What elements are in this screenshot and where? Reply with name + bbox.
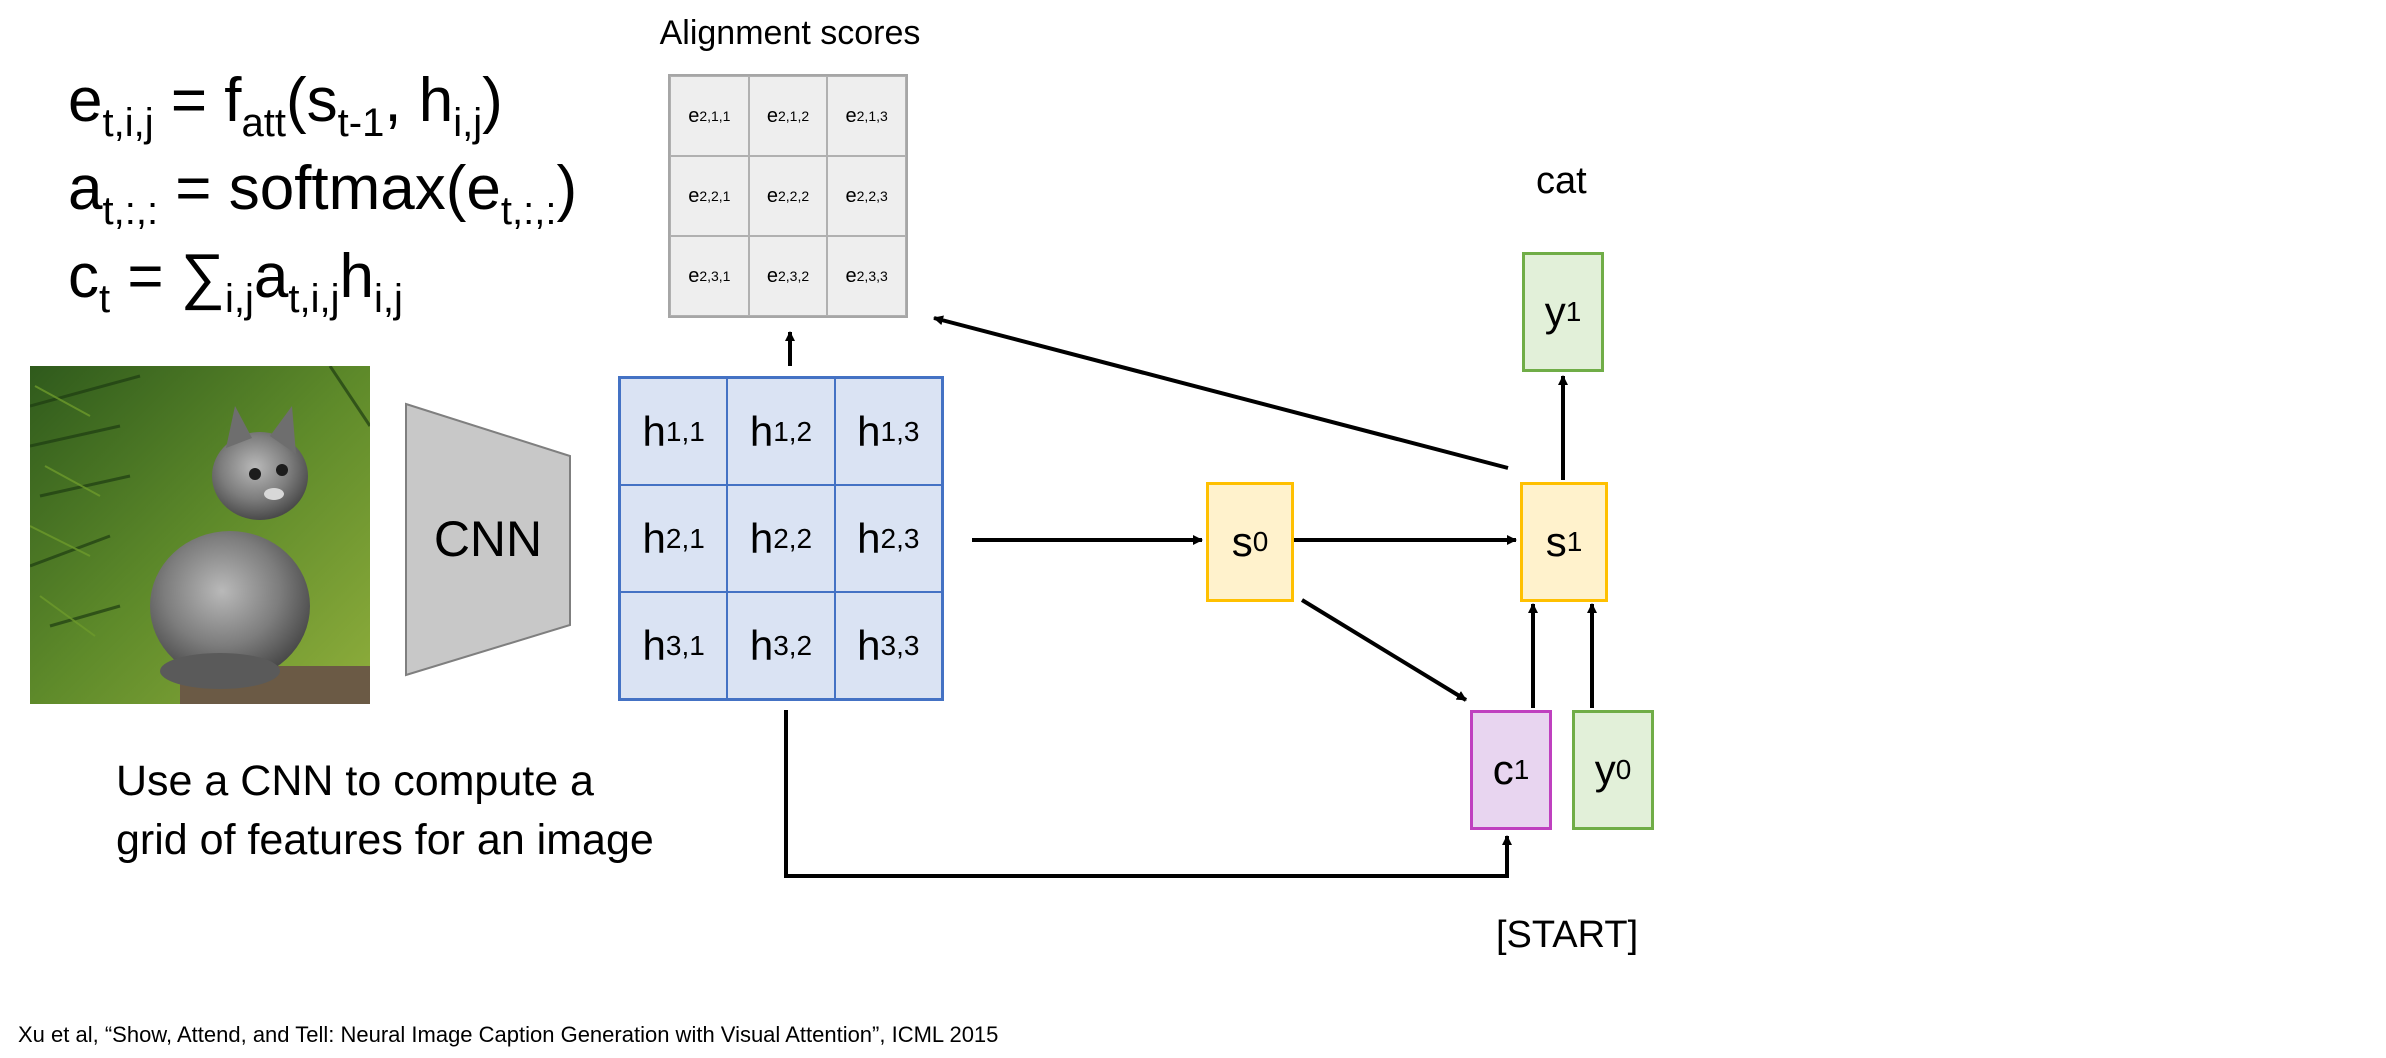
score-cell: e 2,1,3 [827, 76, 906, 156]
arrow-s1-to-scores [933, 315, 1509, 470]
cnn-label: CNN [433, 511, 543, 567]
score-cell: e 2,1,2 [748, 76, 828, 156]
score-cell: e 2,3,1 [670, 236, 749, 316]
feature-cell: h 2,2 [727, 485, 835, 592]
output-word-label: cat [1536, 160, 1587, 202]
score-cell: e 2,3,3 [827, 236, 906, 316]
arrow-features-to-c1 [784, 710, 1512, 878]
score-cell: e 2,2,2 [748, 156, 828, 236]
trapezoid-cnn-icon [405, 402, 571, 677]
feature-cell: h 2,1 [620, 485, 728, 592]
equation-softmax: at,:,: = softmax(et,:,:) [68, 154, 578, 234]
caption-line-2: grid of features for an image [116, 816, 654, 864]
score-cell: e 2,2,1 [670, 156, 749, 236]
alignment-scores-title: Alignment scores [659, 14, 921, 52]
arrow-s0-to-c1 [1300, 598, 1468, 702]
feature-cell: h 3,3 [834, 592, 942, 699]
equation-attention-score: et,i,j = fatt(st-1, hi,j) [68, 66, 503, 146]
feature-cell: h 1,2 [727, 378, 835, 485]
score-cell: e 2,1,1 [670, 76, 749, 156]
feature-cell: h 3,2 [727, 592, 835, 699]
feature-cell: h 1,3 [834, 378, 942, 485]
feature-cell: h 1,1 [620, 378, 728, 485]
diagram-caption: Use a CNN to compute a grid of features … [116, 752, 654, 870]
kitten-photo [30, 366, 370, 704]
feature-cell: h 3,1 [620, 592, 728, 699]
equation-context-vector: ct = ∑i,jat,i,jhi,j [68, 242, 403, 322]
citation: Xu et al, “Show, Attend, and Tell: Neura… [18, 1022, 999, 1047]
score-cell: e 2,2,3 [827, 156, 906, 236]
start-token-label: [START] [1496, 914, 1639, 956]
score-cell: e 2,3,2 [748, 236, 828, 316]
caption-line-1: Use a CNN to compute a [116, 757, 594, 805]
alignment-scores-grid: e 2,1,1 e 2,1,2 e 2,1,3 e 2,2,1 e 2,2,2 e 2,2,… [668, 74, 908, 318]
feature-grid: h 1,1 h 1,2 h 1,3 h 2,1 h 2,2 h 2,3 h 3,1 h 3,2 … [618, 376, 944, 701]
feature-cell: h 2,3 [834, 485, 942, 592]
